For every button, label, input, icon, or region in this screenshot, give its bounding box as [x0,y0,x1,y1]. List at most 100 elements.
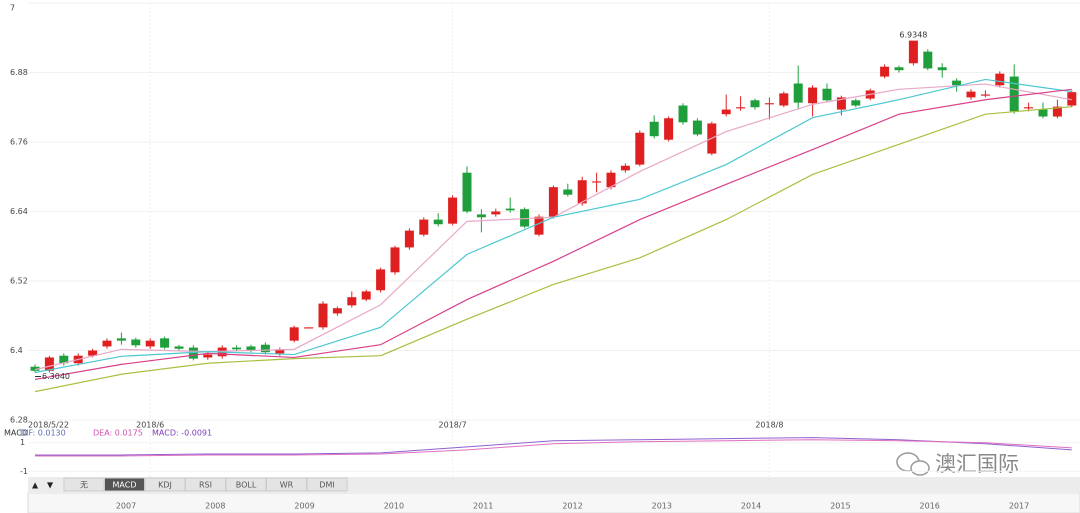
candle-body [390,247,400,273]
navigator-year: 2015 [830,502,850,511]
candle-body [664,118,674,140]
candle-body [246,346,256,351]
indicator-stat: MACD: -0.0091 [152,429,212,438]
candle-body [793,83,803,103]
candle-body [88,350,98,356]
y-tick-label: 6.4 [10,346,23,355]
candle-body [620,165,630,171]
candle-body [851,100,861,106]
candle-body [520,209,530,227]
navigator-year: 2016 [920,502,940,511]
candle-body [462,172,472,212]
candle-body [160,338,170,348]
candle-body [534,216,544,235]
candle-body [203,354,213,358]
candle-body [923,51,933,69]
tab-label[interactable]: KDJ [158,481,172,490]
candle-body [649,121,659,137]
y-tick-label: 6.88 [10,68,28,77]
candle-body [318,303,328,328]
navigator-year: 2011 [473,502,493,511]
candle-body [908,40,918,64]
candle-body [736,107,746,109]
tab-label[interactable]: RSI [199,481,212,490]
tab-label[interactable]: MACD [113,481,137,490]
candle-body [44,357,54,371]
indicator-line [35,437,1072,456]
scroll-arrow[interactable]: ▲ [32,481,39,490]
candle-body [692,120,702,135]
candle-body [894,67,904,71]
tab-label[interactable]: BOLL [236,481,257,490]
candle-body [606,172,616,188]
candle-body [808,87,818,104]
candle-body [361,291,371,300]
y-tick-label: 7 [10,4,15,13]
min-label: 6.3040 [42,372,70,381]
candle-body [836,97,846,110]
candle-body [145,340,155,347]
candle-body [376,269,386,291]
candle-body [1024,107,1034,109]
x-tick-label: 2018/8 [755,421,783,430]
y-tick-label: 6.52 [10,277,28,286]
candle-body [174,346,184,349]
tab-label[interactable]: 无 [80,481,88,490]
x-tick-label: 2018/5/22 [28,421,69,430]
y-tick-label: -1 [20,467,28,476]
navigator [27,492,1080,513]
ma-line [34,78,1072,374]
candle-body [563,189,573,195]
navigator-year: 2008 [205,502,225,511]
candle-body [750,100,760,108]
watermark-icon [910,460,930,476]
candle-body [131,339,141,346]
candle-body [448,197,458,224]
navigator-year: 2009 [294,502,314,511]
candle-body [980,94,990,96]
candle-body [419,219,429,235]
candle-body [347,297,357,306]
candle-body [1038,109,1048,117]
x-tick-label: 2018/7 [439,421,467,430]
watermark: 澳汇国际 [896,452,1019,476]
candle-body [1052,106,1062,117]
candle-body [635,132,645,165]
candle-body [275,349,285,354]
max-label: 6.9348 [899,30,927,39]
y-tick-label: 6.28 [10,416,28,425]
candle-body [232,347,242,350]
candle-body [822,88,832,101]
indicator-title: MACD [4,429,28,438]
indicator-line [35,439,1072,457]
candle-body [952,80,962,86]
candle-body [779,93,789,106]
scroll-arrow[interactable]: ▼ [47,481,54,490]
candle-body [116,338,126,341]
candle-body [304,327,314,329]
candle-body [505,208,515,211]
candle-body [678,105,688,123]
tab[interactable] [306,477,348,492]
candle-body [577,180,587,204]
candle-body [721,109,731,115]
y-tick-label: 6.76 [10,138,28,147]
y-tick-label: 6.64 [10,207,28,216]
navigator-year: 2013 [652,502,672,511]
candle-body [59,355,69,364]
candle-body [491,211,501,215]
ma-line [34,106,1072,393]
navigator-year: 2014 [741,502,761,511]
navigator-year: 2007 [116,502,136,511]
candle-body [260,344,270,353]
x-tick-label: 2018/6 [136,421,164,430]
tab-label[interactable]: DMI [319,481,334,490]
tab-label[interactable]: WR [280,481,294,490]
candle-body [476,214,486,218]
candle-body [332,308,342,314]
candle-body [433,219,443,225]
candle-body [188,347,198,359]
navigator-year: 2012 [562,502,582,511]
